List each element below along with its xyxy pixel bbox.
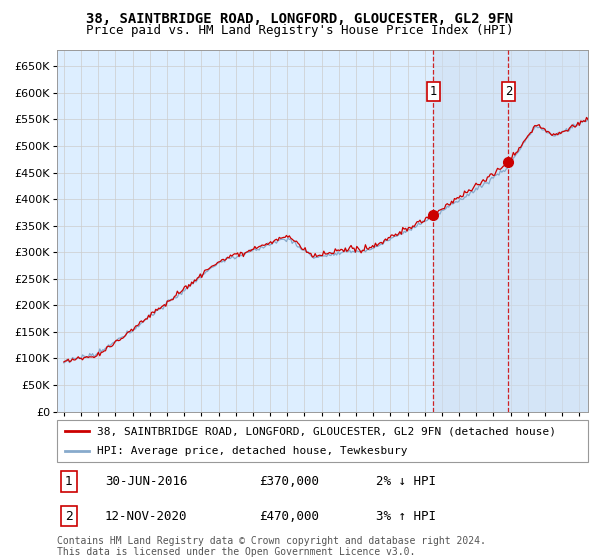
Text: HPI: Average price, detached house, Tewkesbury: HPI: Average price, detached house, Tewk…: [97, 446, 407, 456]
Text: 2: 2: [65, 510, 73, 522]
Text: 38, SAINTBRIDGE ROAD, LONGFORD, GLOUCESTER, GL2 9FN (detached house): 38, SAINTBRIDGE ROAD, LONGFORD, GLOUCEST…: [97, 426, 556, 436]
FancyBboxPatch shape: [57, 420, 588, 462]
Text: 2: 2: [505, 86, 512, 99]
Text: Contains HM Land Registry data © Crown copyright and database right 2024.
This d: Contains HM Land Registry data © Crown c…: [57, 535, 486, 557]
Text: 1: 1: [65, 475, 73, 488]
Text: 12-NOV-2020: 12-NOV-2020: [105, 510, 187, 522]
Text: 2% ↓ HPI: 2% ↓ HPI: [376, 475, 436, 488]
Text: Price paid vs. HM Land Registry's House Price Index (HPI): Price paid vs. HM Land Registry's House …: [86, 24, 514, 36]
Bar: [433, 50, 588, 412]
Text: 3% ↑ HPI: 3% ↑ HPI: [376, 510, 436, 522]
Text: 30-JUN-2016: 30-JUN-2016: [105, 475, 187, 488]
Text: £470,000: £470,000: [259, 510, 319, 522]
Text: 1: 1: [430, 86, 437, 99]
Text: 38, SAINTBRIDGE ROAD, LONGFORD, GLOUCESTER, GL2 9FN: 38, SAINTBRIDGE ROAD, LONGFORD, GLOUCEST…: [86, 12, 514, 26]
Text: £370,000: £370,000: [259, 475, 319, 488]
